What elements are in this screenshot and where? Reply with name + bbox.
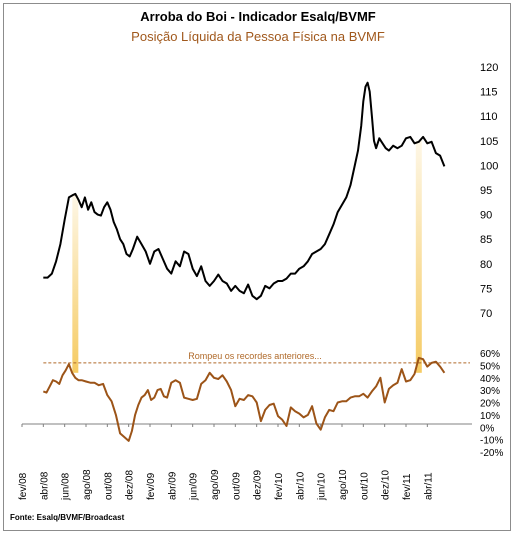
- price-y-tick-label: 80: [480, 259, 492, 271]
- highlight-band: [72, 194, 79, 373]
- highlight-band: [415, 140, 422, 373]
- price-y-tick-label: 70: [480, 308, 492, 320]
- price-y-tick-label: 75: [480, 283, 492, 295]
- position-y-tick-label: -10%: [480, 436, 503, 447]
- x-tick-label: jun/10: [317, 472, 328, 501]
- price-y-tick-label: 105: [480, 136, 498, 148]
- price-y-tick-label: 115: [480, 87, 498, 99]
- chart-frame: [3, 3, 511, 531]
- position-y-tick-label: 0%: [480, 423, 495, 434]
- x-tick-label: out/09: [231, 472, 242, 500]
- y-axis-ticks: 70 75 80 85 90 95 100 105 110 115 120 -20%-10% 0%10%…: [480, 62, 503, 459]
- series-group: [42, 81, 446, 442]
- position-y-tick-label: 60%: [480, 349, 500, 360]
- x-tick-label: fev/08: [18, 472, 29, 500]
- x-tick-label: jun/09: [189, 472, 200, 501]
- chart-title: Arroba do Boi - Indicador Esalq/BVMF: [140, 9, 376, 24]
- x-tick-label: abr/09: [167, 471, 178, 500]
- reference-line-group: Rompeu os recordes anteriores...: [43, 351, 470, 364]
- x-tick-label: ago/08: [82, 469, 93, 500]
- price-y-tick-label: 100: [480, 160, 498, 172]
- x-tick-label: fev/09: [146, 472, 157, 500]
- position-y-tick-label: 40%: [480, 374, 500, 385]
- x-tick-label: abr/11: [423, 472, 434, 500]
- x-tick-label: jun/08: [61, 472, 72, 501]
- chart-subtitle: Posição Líquida da Pessoa Física na BVMF: [131, 29, 385, 44]
- x-tick-label: fev/10: [274, 472, 285, 500]
- price-y-tick-label: 85: [480, 234, 492, 246]
- x-tick-label: dez/09: [253, 470, 264, 500]
- price-series-line: [43, 81, 446, 301]
- price-y-tick-label: 120: [480, 62, 498, 74]
- x-axis-ticks: fev/08 abr/08 jun/08 ago/08 out/08 dez/08 fev/…: [18, 424, 434, 501]
- price-y-tick-label: 90: [480, 210, 492, 222]
- position-y-tick-label: 20%: [480, 399, 500, 410]
- x-tick-label: out/08: [103, 472, 114, 500]
- price-y-tick-label: 95: [480, 185, 492, 197]
- x-tick-label: dez/10: [381, 470, 392, 500]
- x-tick-label: fev/11: [402, 473, 413, 500]
- x-tick-label: ago/09: [210, 469, 221, 500]
- source-note: Fonte: Esalq/BVMF/Broadcast: [10, 513, 125, 522]
- position-y-tick-label: 50%: [480, 361, 500, 372]
- reference-line-label: Rompeu os recordes anteriores...: [188, 351, 322, 361]
- position-y-tick-label: -20%: [480, 448, 503, 459]
- position-series-line: [42, 356, 446, 442]
- position-y-tick-label: 30%: [480, 386, 500, 397]
- x-tick-label: ago/10: [338, 469, 349, 500]
- x-tick-label: dez/08: [125, 470, 136, 500]
- price-y-tick-label: 110: [480, 111, 498, 123]
- x-tick-label: abr/08: [39, 471, 50, 500]
- highlight-bands: [72, 140, 422, 373]
- x-tick-label: abr/10: [295, 471, 306, 500]
- position-y-tick-label: 10%: [480, 411, 500, 422]
- x-tick-label: out/10: [359, 472, 370, 500]
